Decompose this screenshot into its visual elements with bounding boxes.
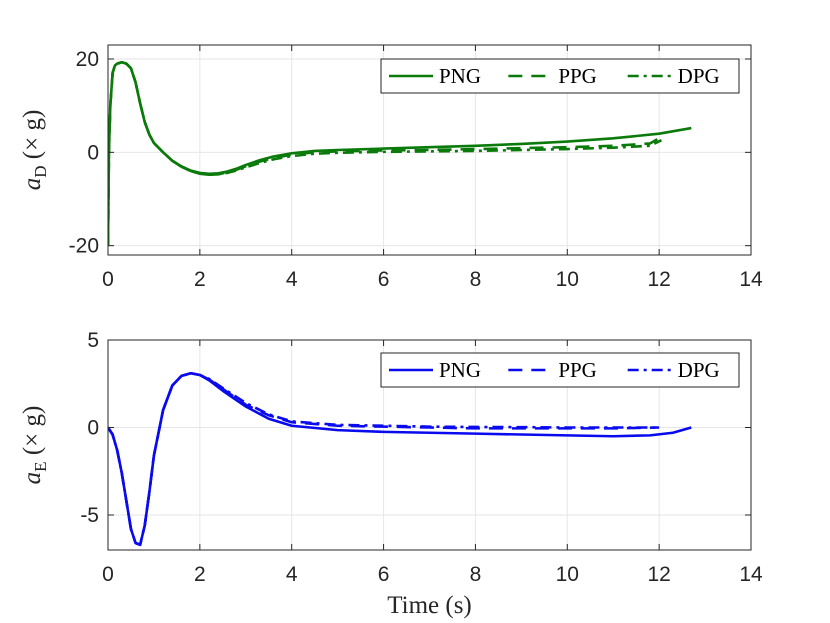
legend-label-ppg: PPG bbox=[558, 358, 597, 382]
x-tick-label: 12 bbox=[647, 563, 670, 586]
x-tick-label: 10 bbox=[556, 563, 579, 586]
y-label-unit: (× g) bbox=[19, 406, 46, 462]
y-tick-label: -5 bbox=[80, 504, 99, 527]
chart-bottom: 0 2 4 6 8 10 12 14 -5 0 5 aE (× g) Time (s) PNG PPG DPG bbox=[19, 329, 763, 619]
y-axis-label: aE (× g) bbox=[19, 406, 50, 485]
x-tick-label: 6 bbox=[378, 563, 390, 586]
y-axis-label: aD (× g) bbox=[19, 110, 50, 191]
axes-box bbox=[107, 339, 752, 551]
legend: PNG PPG DPG bbox=[380, 352, 740, 388]
axes-box bbox=[107, 44, 752, 256]
legend-label-dpg: DPG bbox=[678, 358, 720, 382]
legend-box bbox=[380, 352, 740, 388]
y-tick-label: -20 bbox=[69, 235, 99, 258]
x-axis-label: Time (s) bbox=[387, 592, 472, 619]
legend-box bbox=[380, 58, 740, 94]
x-tick-label: 10 bbox=[556, 268, 579, 291]
x-tick-label: 4 bbox=[286, 268, 298, 291]
y-label-sub: E bbox=[31, 461, 50, 471]
legend: PNG PPG DPG bbox=[380, 58, 740, 94]
x-tick-label: 2 bbox=[194, 268, 206, 291]
x-tick-label: 4 bbox=[286, 563, 298, 586]
y-label-sub: D bbox=[31, 165, 50, 177]
x-tick-label: 2 bbox=[194, 563, 206, 586]
y-label-main: a bbox=[19, 472, 46, 485]
y-tick-label: 20 bbox=[76, 48, 99, 71]
x-tick-label: 6 bbox=[378, 268, 390, 291]
y-label-main: a bbox=[19, 178, 46, 191]
x-tick-label: 0 bbox=[102, 268, 114, 291]
y-label-unit: (× g) bbox=[19, 110, 46, 166]
legend-label-dpg: DPG bbox=[678, 64, 720, 88]
legend-label-png: PNG bbox=[439, 358, 481, 382]
x-tick-label: 14 bbox=[739, 563, 763, 586]
legend-label-png: PNG bbox=[439, 64, 481, 88]
y-tick-label: 5 bbox=[87, 329, 99, 352]
y-tick-label: 0 bbox=[87, 141, 99, 164]
series-line-dpg bbox=[108, 371, 660, 547]
y-tick-label: 0 bbox=[87, 417, 99, 440]
x-tick-label: 14 bbox=[739, 268, 763, 291]
legend-label-ppg: PPG bbox=[558, 64, 597, 88]
x-tick-label: 8 bbox=[470, 268, 482, 291]
x-tick-label: 0 bbox=[102, 563, 114, 586]
x-tick-label: 8 bbox=[470, 563, 482, 586]
x-tick-label: 12 bbox=[647, 268, 670, 291]
series-line-ppg bbox=[108, 60, 665, 246]
